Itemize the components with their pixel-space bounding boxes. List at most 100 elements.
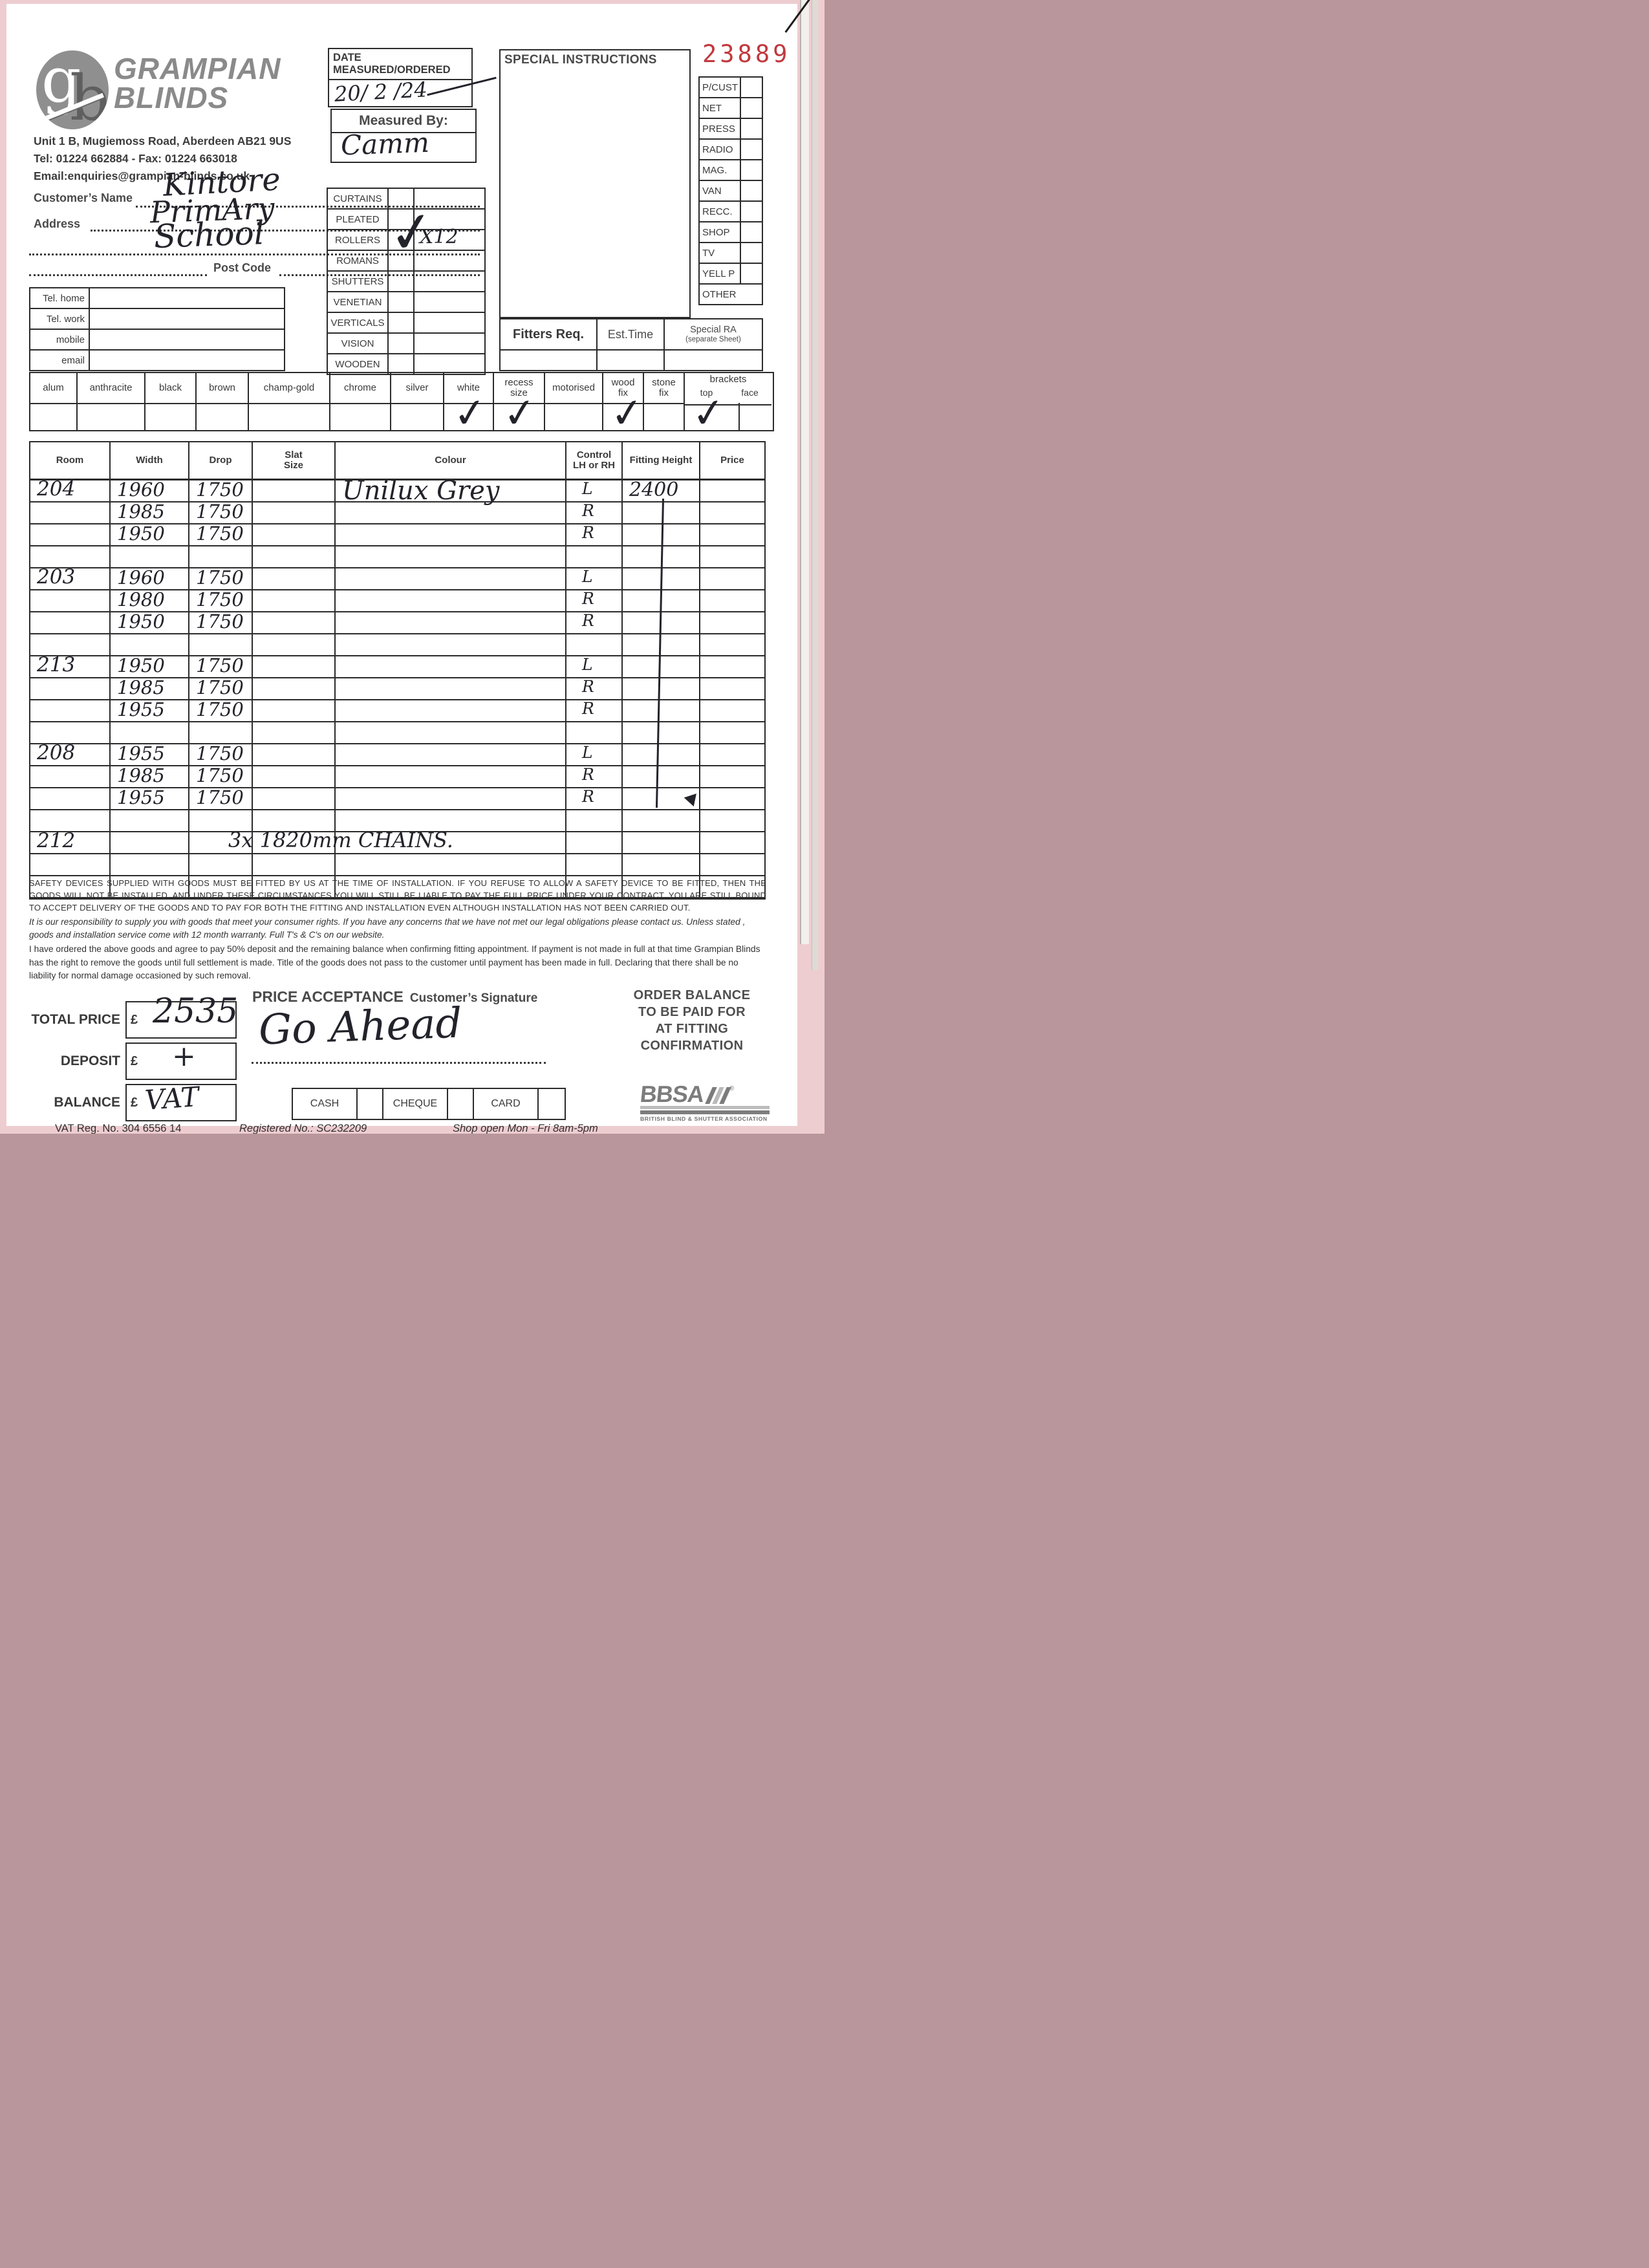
bbsa-bar-dark [640, 1110, 770, 1114]
cell-control [566, 876, 623, 897]
cell-colour [336, 854, 566, 875]
cell-price [700, 766, 764, 787]
cell-price [700, 524, 764, 545]
cell-slat [253, 524, 336, 545]
customer-signature-handwritten: Go Ahead [257, 999, 463, 1055]
source-row: YELL P [700, 264, 762, 285]
cell-colour [336, 568, 566, 589]
opening-hours: Shop open Mon - Fri 8am-5pm [453, 1123, 598, 1134]
drop-handwritten: 1750 [196, 501, 244, 523]
page-stack-edge [812, 0, 818, 970]
vat-reg-number: VAT Reg. No. 304 6556 14 [55, 1123, 182, 1134]
option-cell-anthracite: anthracite [78, 373, 146, 430]
order-row [30, 722, 764, 744]
product-note [415, 354, 484, 374]
control-handwritten: R [582, 765, 594, 784]
product-checkbox: ✓ [384, 197, 439, 268]
cell-width: 1950 [111, 656, 189, 677]
cell-drop: 1750 [189, 744, 253, 765]
product-label: PLEATED [328, 210, 389, 229]
measured-by-handwritten: Camm [340, 126, 430, 162]
source-checkbox [741, 119, 762, 138]
payment-checkbox [539, 1089, 565, 1119]
date-handwritten: 20/ 2 /24 [334, 77, 428, 107]
cell-width [111, 832, 189, 853]
chains-note-handwritten: 3x 1820mm CHAINS. [228, 828, 453, 852]
cell-width: 1950 [111, 612, 189, 633]
company-name-line1: GRAMPIAN [114, 52, 281, 85]
postcode-label: Post Code [213, 261, 272, 274]
product-row: SHUTTERS [328, 272, 484, 292]
product-checkbox [389, 189, 415, 208]
contact-value [90, 330, 284, 349]
room-handwritten: 203 [37, 565, 76, 589]
payment-checkbox [448, 1089, 474, 1119]
cell-control [566, 832, 623, 853]
option-cell-brackets: brackets top face ✓ [685, 373, 771, 438]
cell-fitting [623, 590, 700, 611]
cell-slat [253, 854, 336, 875]
drop-handwritten: 1750 [196, 479, 244, 501]
order-row: 212 [30, 831, 764, 854]
product-row: ROMANS [328, 251, 484, 272]
cell-slat [253, 678, 336, 699]
order-balance-line: TO BE PAID FOR [638, 1005, 746, 1019]
terms-block: SAFETY DEVICES SUPPLIED WITH GOODS MUST … [29, 877, 766, 985]
source-row: TV [700, 243, 762, 264]
cell-room [30, 766, 111, 787]
cell-colour [336, 678, 566, 699]
order-row [30, 854, 764, 876]
payment-method-strip: CASH CHEQUE CARD [292, 1088, 566, 1120]
order-row: 1955 1750 R [30, 700, 764, 722]
cell-control: R [566, 502, 623, 523]
source-row: P/CUST [700, 78, 762, 98]
cell-price [700, 612, 764, 633]
cell-price [700, 854, 764, 875]
colour-handwritten: Unilux Grey [342, 476, 500, 506]
product-checkbox [389, 313, 415, 332]
fitters-req-value [501, 351, 598, 370]
option-cell-silver: silver [391, 373, 444, 430]
cell-drop [189, 634, 253, 655]
cell-width: 1955 [111, 700, 189, 721]
option-cell-brown: brown [197, 373, 249, 430]
control-handwritten: R [582, 787, 594, 806]
cell-colour [336, 876, 566, 897]
option-cell-stone-fix: stone fix [644, 373, 685, 430]
cell-price [700, 810, 764, 831]
option-cell-black: black [146, 373, 197, 430]
cell-width: 1955 [111, 744, 189, 765]
product-note-handwritten: X12 [420, 226, 458, 248]
room-handwritten: 208 [37, 741, 76, 764]
cell-room [30, 810, 111, 831]
cell-fitting [623, 502, 700, 523]
product-note [415, 313, 484, 332]
source-checkbox [741, 78, 762, 97]
check-mark: ✓ [608, 389, 647, 438]
check-mark: ✓ [689, 389, 728, 438]
cell-slat [253, 481, 336, 501]
cell-width: 1960 [111, 568, 189, 589]
cell-colour [336, 700, 566, 721]
total-value-handwritten: 2535 [153, 992, 239, 1031]
option-label: motorised [545, 373, 602, 404]
product-label: ROMANS [328, 251, 389, 270]
order-row: 1985 1750 R [30, 678, 764, 700]
product-checkbox [389, 272, 415, 291]
order-table-header: Room Width Drop Slat Size Colour Control LH o… [30, 442, 764, 481]
cell-room [30, 876, 111, 897]
product-checkbox [389, 334, 415, 353]
cell-colour [336, 656, 566, 677]
cell-control [566, 854, 623, 875]
source-checkbox [741, 160, 762, 180]
consumer-rights-paragraph: It is our responsibility to supply you w… [29, 917, 746, 940]
deposit-terms-paragraph: I have ordered the above goods and agree… [29, 944, 760, 981]
product-label: VENETIAN [328, 292, 389, 312]
cell-drop: 1750 [189, 481, 253, 501]
header-cell: Slat Size [253, 442, 336, 479]
control-handwritten: R [582, 611, 594, 630]
order-row [30, 634, 764, 656]
contact-label: mobile [30, 330, 90, 349]
cell-width [111, 634, 189, 655]
fitters-table: Fitters Req. Est.Time Special RA (separa… [499, 318, 763, 371]
